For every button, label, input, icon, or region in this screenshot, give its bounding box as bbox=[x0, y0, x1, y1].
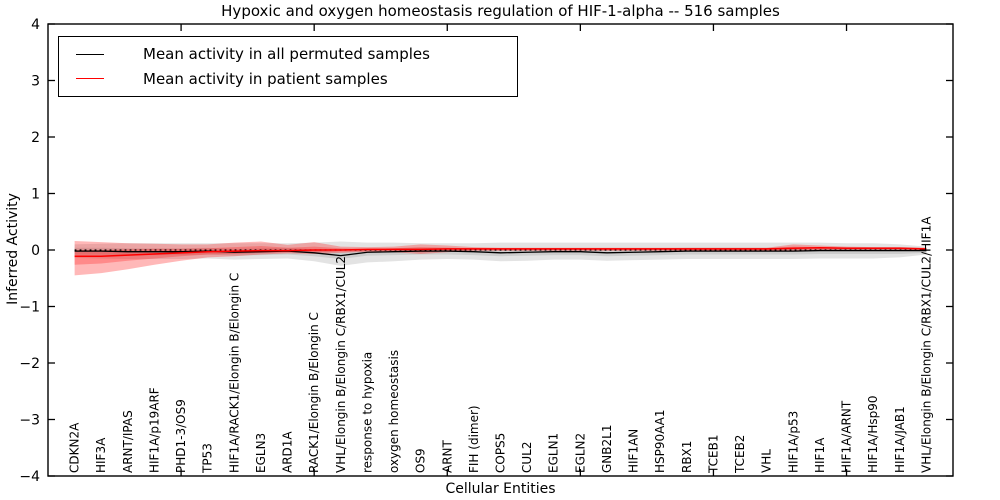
x-category-label: EGLN2 bbox=[573, 433, 587, 473]
x-category-label: PHD1-3/OS9 bbox=[174, 399, 188, 473]
x-category-label: VHL bbox=[760, 449, 774, 473]
x-category-label: HIF1A/JAB1 bbox=[893, 406, 907, 473]
legend-item-patient: Mean activity in patient samples bbox=[59, 67, 517, 91]
y-tick-label: −1 bbox=[19, 300, 40, 316]
x-category-label: HIF1A/p53 bbox=[786, 411, 800, 473]
x-category-label: EGLN3 bbox=[254, 433, 268, 473]
y-tick-label: −2 bbox=[19, 356, 40, 372]
y-axis-label: Inferred Activity bbox=[5, 193, 21, 305]
x-category-label: VHL/Elongin B/Elongin C/RBX1/CUL2 bbox=[334, 256, 348, 473]
x-category-label: HIF1AN bbox=[627, 429, 641, 473]
x-category-label: HIF1A/ARNT bbox=[840, 400, 854, 473]
chart-title: Hypoxic and oxygen homeostasis regulatio… bbox=[221, 2, 780, 20]
y-tick-label: 4 bbox=[31, 17, 40, 33]
x-category-label: TCEB1 bbox=[706, 435, 720, 474]
band-permuted-range-outer bbox=[74, 241, 927, 266]
legend-line-sample-red bbox=[76, 78, 104, 80]
y-tick-label: 0 bbox=[31, 243, 40, 259]
x-category-label: ARNT bbox=[440, 439, 454, 473]
x-category-label: RBX1 bbox=[680, 441, 694, 473]
x-category-label: CUL2 bbox=[520, 442, 534, 473]
x-category-label: HIF1A bbox=[813, 437, 827, 473]
x-category-label: CDKN2A bbox=[68, 422, 82, 473]
legend-label: Mean activity in patient samples bbox=[143, 69, 388, 88]
axes-frame bbox=[47, 23, 954, 477]
x-category-label: VHL/Elongin B/Elongin C/RBX1/CUL2/HIF1A bbox=[919, 216, 933, 473]
chart-legend: Mean activity in all permuted samples Me… bbox=[58, 36, 518, 97]
x-category-label: OS9 bbox=[414, 448, 428, 473]
y-tick-label: −3 bbox=[19, 413, 40, 429]
line-patient-mean bbox=[74, 246, 927, 257]
legend-line-sample-black bbox=[76, 53, 104, 55]
x-category-label: HIF1A/p19ARF bbox=[147, 387, 161, 473]
x-category-label: ARD1A bbox=[281, 431, 295, 473]
legend-item-permuted: Mean activity in all permuted samples bbox=[59, 42, 517, 66]
x-category-label: response to hypoxia bbox=[360, 352, 374, 473]
y-tick-label: 3 bbox=[31, 74, 40, 90]
legend-label: Mean activity in all permuted samples bbox=[143, 45, 430, 64]
y-tick-label: 2 bbox=[31, 130, 40, 146]
x-category-label: TCEB2 bbox=[733, 435, 747, 474]
x-category-label: HIF1A/Hsp90 bbox=[866, 395, 880, 473]
x-category-label: GNB2L1 bbox=[600, 425, 614, 473]
x-category-label: oxygen homeostasis bbox=[387, 350, 401, 473]
x-axis-label: Cellular Entities bbox=[445, 481, 556, 497]
x-category-label: HSP90AA1 bbox=[653, 409, 667, 473]
x-category-label: RACK1/Elongin B/Elongin C bbox=[307, 312, 321, 473]
x-category-label: TP53 bbox=[201, 443, 215, 474]
x-category-label: HIF3A bbox=[94, 437, 108, 473]
x-category-label: HIF1A/RACK1/Elongin B/Elongin C bbox=[227, 273, 241, 473]
y-tick-label: 1 bbox=[31, 187, 40, 203]
x-category-label: COPS5 bbox=[494, 433, 508, 473]
x-category-label: EGLN1 bbox=[547, 433, 561, 473]
y-tick-label: −4 bbox=[19, 469, 40, 485]
x-category-label: ARNT/IPAS bbox=[121, 410, 135, 473]
x-category-label: FIH (dimer) bbox=[467, 405, 481, 473]
